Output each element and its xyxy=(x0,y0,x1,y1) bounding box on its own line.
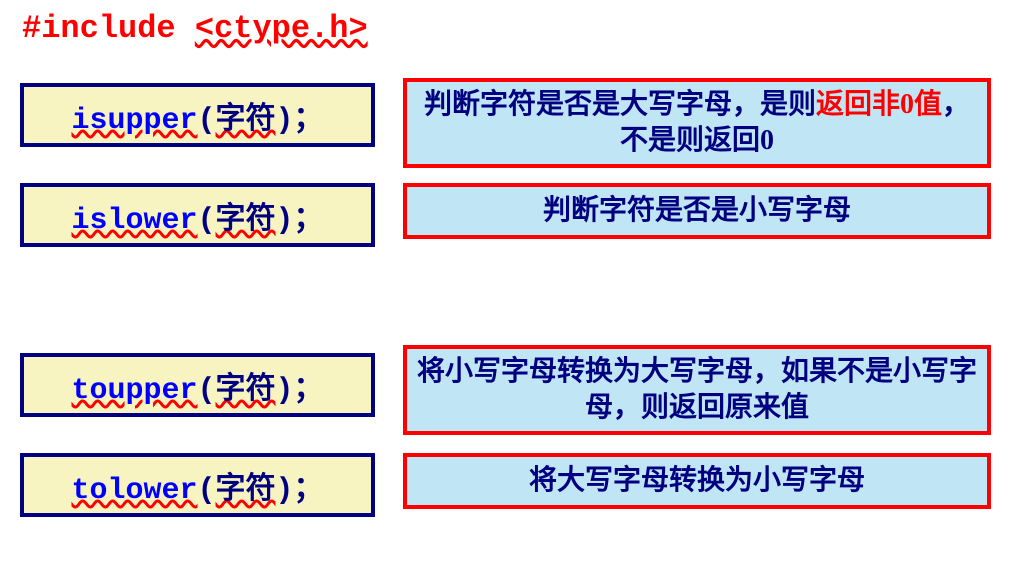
func-name: tolower xyxy=(71,474,197,508)
open-paren: ( xyxy=(198,374,216,408)
func-arg: 字符 xyxy=(216,204,276,238)
desc-text: 判断字符是否是大写字母，是则返回非0值，不是则返回0 xyxy=(413,87,981,160)
desc-box-toupper: 将小写字母转换为大写字母，如果不是小写字母，则返回原来值 xyxy=(403,345,991,435)
include-directive: #include <ctype.h> xyxy=(22,10,368,47)
desc-highlight: 返回非0值 xyxy=(816,89,942,120)
func-box-isupper: isupper(字符)； xyxy=(20,83,375,147)
desc-text: 判断字符是否是小写字母 xyxy=(543,193,851,229)
func-box-toupper: toupper(字符)； xyxy=(20,353,375,417)
func-arg: 字符 xyxy=(216,374,276,408)
func-arg: 字符 xyxy=(216,474,276,508)
desc-text: 将小写字母转换为大写字母，如果不是小写字母，则返回原来值 xyxy=(413,354,981,427)
open-paren: ( xyxy=(198,474,216,508)
func-name: toupper xyxy=(71,374,197,408)
func-name: islower xyxy=(71,204,197,238)
open-paren: ( xyxy=(198,204,216,238)
func-box-islower: islower(字符)； xyxy=(20,183,375,247)
func-name: isupper xyxy=(71,104,197,138)
close-paren: )； xyxy=(276,474,324,508)
desc-text: 将大写字母转换为小写字母 xyxy=(529,463,865,499)
desc-box-islower: 判断字符是否是小写字母 xyxy=(403,183,991,239)
include-keyword: #include xyxy=(22,10,195,47)
desc-box-tolower: 将大写字母转换为小写字母 xyxy=(403,453,991,509)
func-arg: 字符 xyxy=(216,104,276,138)
close-paren: )； xyxy=(276,204,324,238)
desc-box-isupper: 判断字符是否是大写字母，是则返回非0值，不是则返回0 xyxy=(403,78,991,168)
include-lib: <ctype.h> xyxy=(195,10,368,47)
open-paren: ( xyxy=(198,104,216,138)
func-box-tolower: tolower(字符)； xyxy=(20,453,375,517)
close-paren: )； xyxy=(276,104,324,138)
close-paren: )； xyxy=(276,374,324,408)
